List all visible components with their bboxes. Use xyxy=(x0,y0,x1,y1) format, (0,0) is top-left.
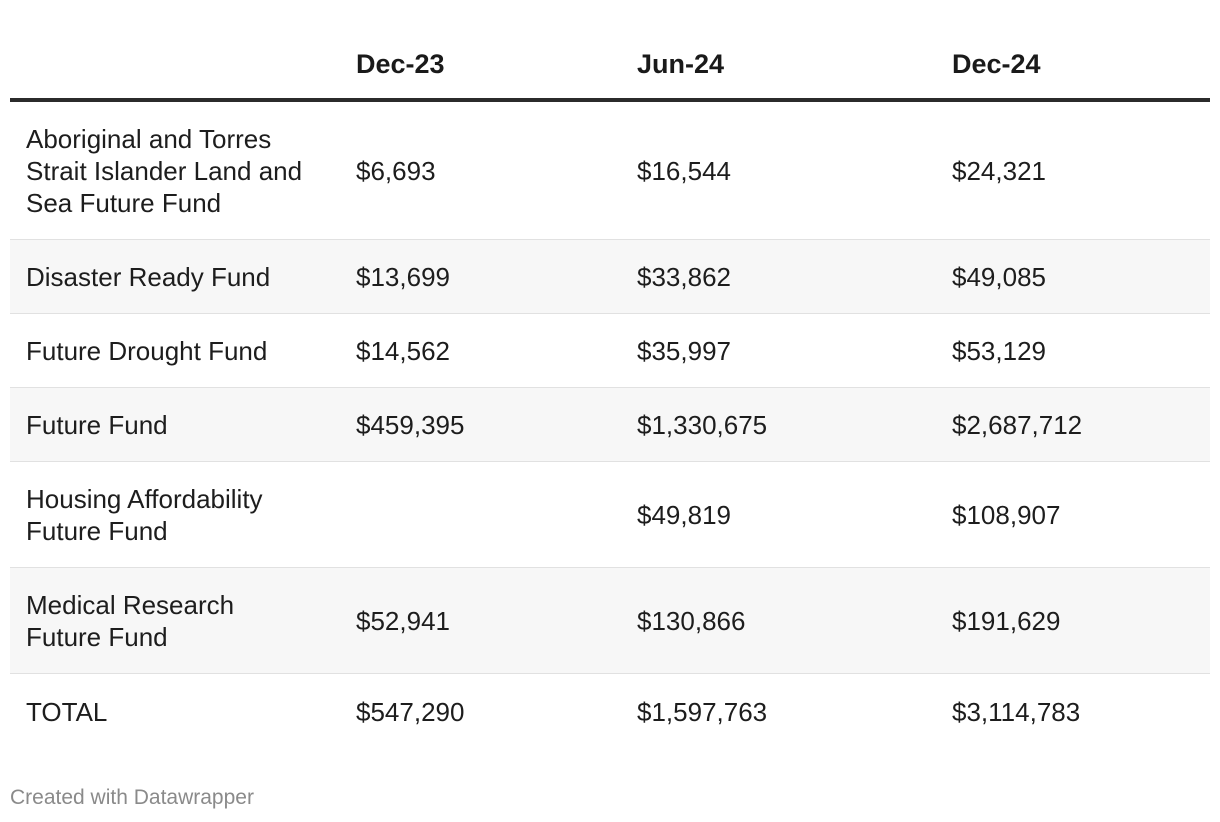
header-cell-dec-23: Dec-23 xyxy=(340,30,621,102)
cell-value: $108,907 xyxy=(936,461,1210,568)
cell-value: $547,290 xyxy=(340,673,621,749)
row-label: Medical Research Future Fund xyxy=(10,567,340,674)
cell-value: $53,129 xyxy=(936,313,1210,388)
data-table-container: Dec-23 Jun-24 Dec-24 Aboriginal and Torr… xyxy=(10,30,1210,749)
cell-value: $14,562 xyxy=(340,313,621,388)
cell-value: $459,395 xyxy=(340,387,621,462)
cell-value: $13,699 xyxy=(340,239,621,314)
cell-value xyxy=(340,461,621,568)
cell-value: $191,629 xyxy=(936,567,1210,674)
table-row: Future Drought Fund $14,562 $35,997 $53,… xyxy=(10,313,1210,388)
cell-value: $35,997 xyxy=(621,313,936,388)
footer-credit: Created with Datawrapper xyxy=(10,786,254,809)
row-label: Disaster Ready Fund xyxy=(10,239,340,314)
header-cell-dec-24: Dec-24 xyxy=(936,30,1210,102)
table-row: Future Fund $459,395 $1,330,675 $2,687,7… xyxy=(10,387,1210,462)
table-row-total: TOTAL $547,290 $1,597,763 $3,114,783 xyxy=(10,673,1210,749)
cell-value: $2,687,712 xyxy=(936,387,1210,462)
header-cell-fund xyxy=(10,30,340,102)
cell-value: $1,597,763 xyxy=(621,673,936,749)
header-cell-jun-24: Jun-24 xyxy=(621,30,936,102)
cell-value: $130,866 xyxy=(621,567,936,674)
cell-value: $49,085 xyxy=(936,239,1210,314)
row-label: Future Fund xyxy=(10,387,340,462)
table-row: Housing Affordability Future Fund $49,81… xyxy=(10,461,1210,568)
table-header: Dec-23 Jun-24 Dec-24 xyxy=(10,30,1210,102)
fund-table: Dec-23 Jun-24 Dec-24 Aboriginal and Torr… xyxy=(10,30,1210,749)
table-body: Aboriginal and Torres Strait Islander La… xyxy=(10,100,1210,749)
cell-value: $1,330,675 xyxy=(621,387,936,462)
row-label: Future Drought Fund xyxy=(10,313,340,388)
cell-value: $3,114,783 xyxy=(936,673,1210,749)
cell-value: $24,321 xyxy=(936,100,1210,240)
row-label: Aboriginal and Torres Strait Islander La… xyxy=(10,100,340,240)
table-row: Aboriginal and Torres Strait Islander La… xyxy=(10,100,1210,240)
cell-value: $49,819 xyxy=(621,461,936,568)
row-label: TOTAL xyxy=(10,673,340,749)
header-row: Dec-23 Jun-24 Dec-24 xyxy=(10,30,1210,102)
cell-value: $52,941 xyxy=(340,567,621,674)
cell-value: $16,544 xyxy=(621,100,936,240)
cell-value: $6,693 xyxy=(340,100,621,240)
row-label: Housing Affordability Future Fund xyxy=(10,461,340,568)
table-row: Medical Research Future Fund $52,941 $13… xyxy=(10,567,1210,674)
table-row: Disaster Ready Fund $13,699 $33,862 $49,… xyxy=(10,239,1210,314)
cell-value: $33,862 xyxy=(621,239,936,314)
